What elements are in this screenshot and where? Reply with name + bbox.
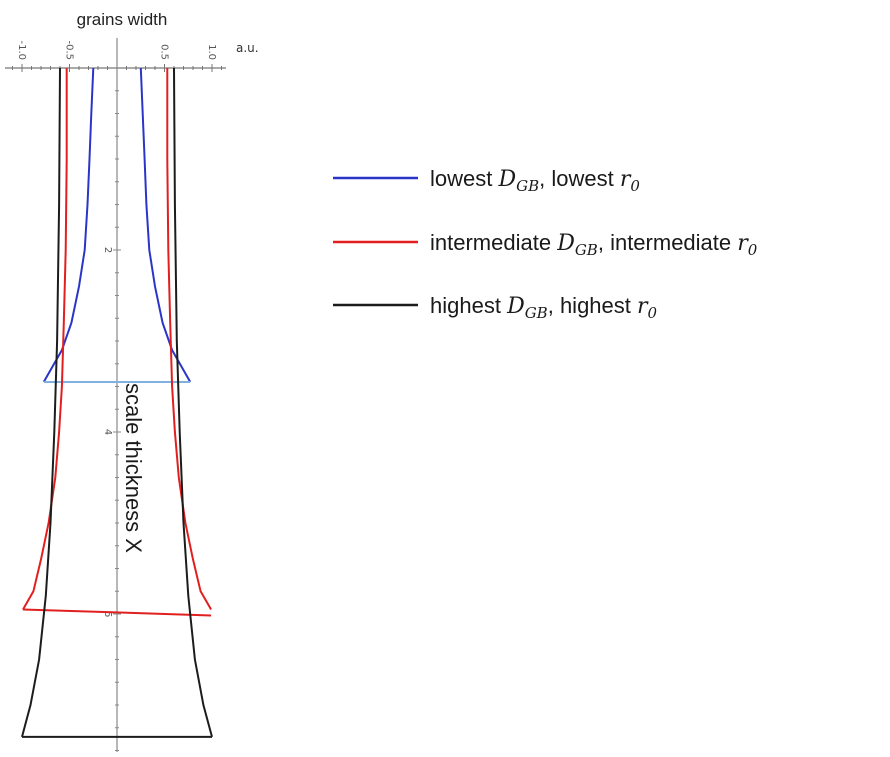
y-tick-label: 6 <box>102 611 113 617</box>
series-0-left-line <box>42 67 95 383</box>
series-2-right-line <box>173 67 213 738</box>
legend-text-part: r <box>637 294 649 319</box>
x-axis-unit: a.u. <box>236 41 259 55</box>
legend-text-part: , highest <box>548 293 637 318</box>
legend-text-part: r <box>737 231 749 256</box>
legend-text-part: GB <box>575 241 598 259</box>
legend-text-part: 0 <box>630 177 640 195</box>
series-2-left-line <box>21 67 61 738</box>
legend-entry-0: lowest DGB, lowest r0 <box>430 166 640 195</box>
y-tick-label: 2 <box>102 247 113 253</box>
legend-text-part: GB <box>525 304 548 322</box>
legend-text-part: 0 <box>648 304 658 322</box>
y-axis-title: scale thickness X <box>121 383 146 553</box>
axis-labels: grains width a.u. scale thickness X <box>77 10 259 553</box>
series-1-cap-line <box>22 608 212 617</box>
series-0-right-line <box>139 67 192 383</box>
legend-text-part: r <box>620 167 632 192</box>
axes: -1.0 -0.5 0.5 1.0 2 4 6 <box>5 38 226 752</box>
x-axis-title: grains width <box>77 10 168 29</box>
series-1-left-line <box>22 68 68 610</box>
legend-text-part: D <box>497 167 516 192</box>
legend-entry-2: highest DGB, highest r0 <box>430 293 658 322</box>
legend-text-part: D <box>506 294 525 319</box>
legend-entry-1: intermediate DGB, intermediate r0 <box>430 230 758 259</box>
legend-text-part: , lowest <box>539 166 620 191</box>
series-lines <box>21 67 213 738</box>
legend-text-part: , intermediate <box>598 230 737 255</box>
x-tick-label: -0.5 <box>64 40 75 60</box>
legend-text-part: intermediate <box>430 230 557 255</box>
legend-text-part: lowest <box>430 166 498 191</box>
legend-text-part: D <box>556 231 575 256</box>
series-1-right-line <box>166 68 212 610</box>
legend-text-part: highest <box>430 293 507 318</box>
x-tick-label: -1.0 <box>16 40 27 60</box>
x-tick-label: 0.5 <box>159 44 170 60</box>
legend-text-part: 0 <box>748 241 758 259</box>
x-tick-label: 1.0 <box>206 44 217 60</box>
legend-text-part: GB <box>516 177 539 195</box>
y-tick-label: 4 <box>102 429 113 435</box>
